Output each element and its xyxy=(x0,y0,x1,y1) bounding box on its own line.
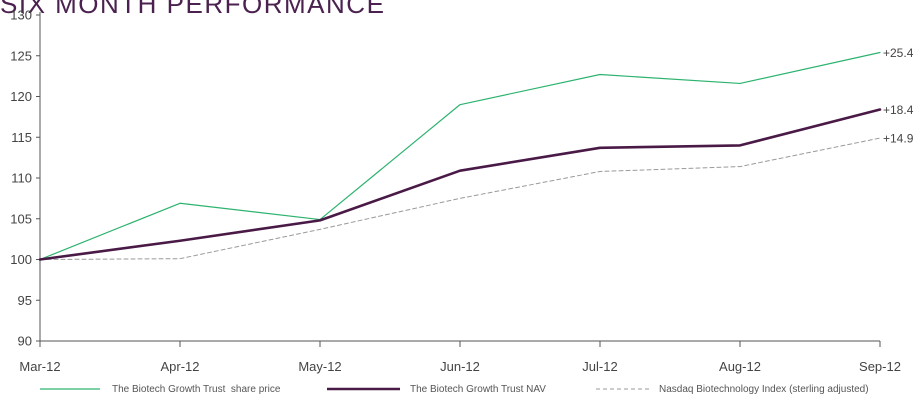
end-labels: +25.4 +18.4 +14.9 xyxy=(883,46,914,146)
y-tick-label: 130 xyxy=(10,8,32,23)
x-tick-label: Sep-12 xyxy=(859,359,901,374)
y-tick-label: 105 xyxy=(10,211,32,226)
chart-title: SIX MONTH PERFORMANCE xyxy=(0,0,386,19)
series-line-nasdaq-index xyxy=(39,137,881,260)
x-tick-label: May-12 xyxy=(298,359,341,374)
y-tick-label: 110 xyxy=(11,171,32,186)
y-tick-label: 115 xyxy=(11,130,32,145)
y-tick-label: 125 xyxy=(10,48,32,63)
series-line-share-price xyxy=(39,51,881,261)
y-tick-label: 100 xyxy=(10,252,32,267)
y-tick-label: 120 xyxy=(10,89,32,104)
y-tick-label: 90 xyxy=(18,334,32,349)
y-tick-labels: 90 95 100 105 110 115 120 125 130 xyxy=(10,8,32,349)
legend: The Biotech Growth Trust share price The … xyxy=(40,384,869,395)
axes xyxy=(39,12,880,342)
x-tick-label: Jul-12 xyxy=(582,359,617,374)
series-line-nav xyxy=(38,108,882,261)
legend-item-nav: The Biotech Growth Trust NAV xyxy=(327,384,546,395)
series-lines xyxy=(38,51,882,261)
x-tick-label: Apr-12 xyxy=(160,359,199,374)
legend-label: The Biotech Growth Trust NAV xyxy=(410,384,546,395)
end-label-nasdaq-index: +14.9 xyxy=(883,132,914,146)
y-tick-label: 95 xyxy=(18,293,32,308)
legend-item-share-price: The Biotech Growth Trust share price xyxy=(40,384,281,395)
x-ticks xyxy=(39,341,881,347)
end-label-share-price: +25.4 xyxy=(883,46,914,60)
y-ticks xyxy=(36,14,40,342)
x-tick-label: Aug-12 xyxy=(719,359,761,374)
legend-label: The Biotech Growth Trust share price xyxy=(112,384,281,395)
x-tick-labels: Mar-12 Apr-12 May-12 Jun-12 Jul-12 Aug-12 Sep-… xyxy=(19,359,901,374)
end-label-nav: +18.4 xyxy=(883,103,914,117)
x-tick-label: Jun-12 xyxy=(440,359,480,374)
x-tick-label: Mar-12 xyxy=(19,359,60,374)
legend-item-nasdaq-index: Nasdaq Biotechnology Index (sterling adj… xyxy=(596,384,869,395)
legend-label: Nasdaq Biotechnology Index (sterling adj… xyxy=(659,384,869,395)
